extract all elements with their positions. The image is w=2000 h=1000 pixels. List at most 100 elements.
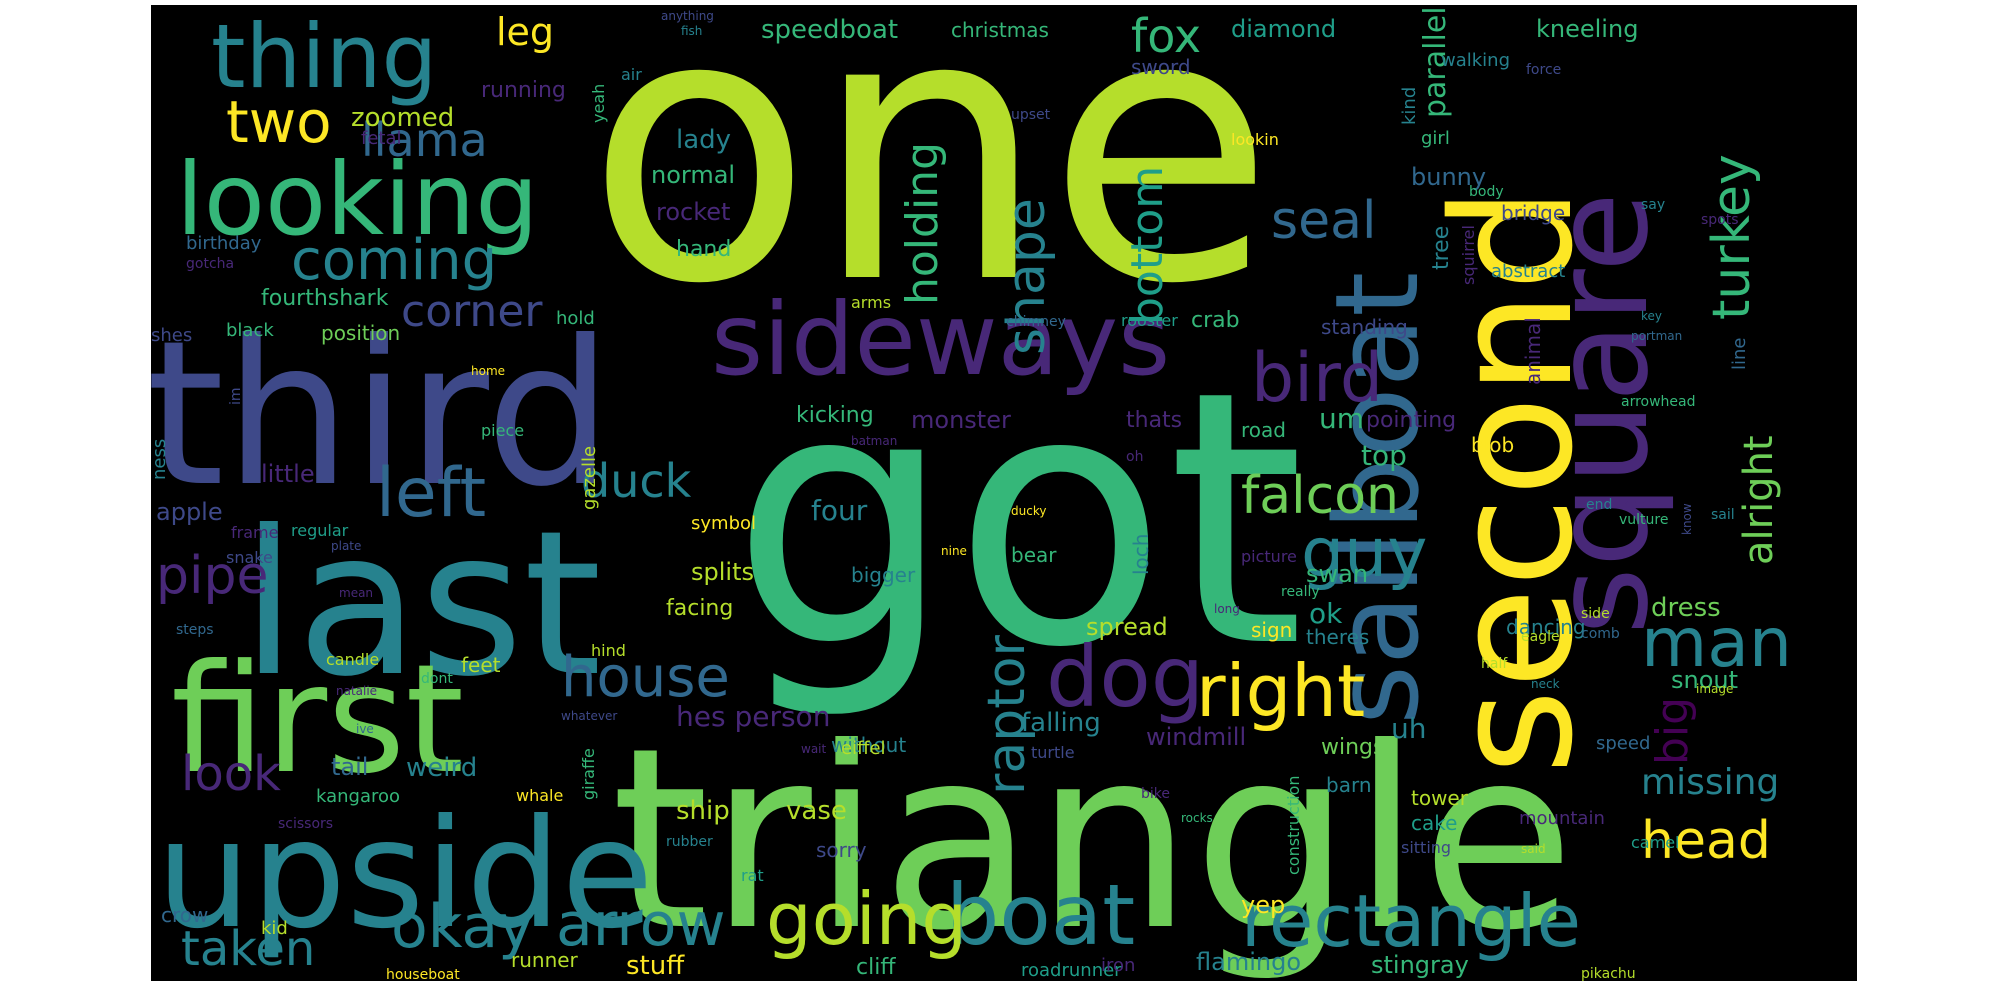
word-home: home [471,364,506,378]
word-road: road [1241,418,1286,442]
word-oh: oh [1126,449,1144,465]
word-big: big [1647,696,1698,765]
word-got: got [731,316,1305,724]
word-house: house [561,645,730,710]
word-houseboat: houseboat [386,967,460,981]
word-splits: splits [691,558,754,586]
word-man: man [1641,604,1793,683]
word-yep: yep [1241,891,1286,919]
word-crab: crab [1191,308,1240,333]
word-ducky: ducky [1011,504,1047,518]
word-arrow: arrow [556,890,726,960]
word-kid: kid [261,918,288,939]
word-runner: runner [511,948,578,972]
word-chimney: chimney [1006,314,1066,330]
word-kind: kind [1399,86,1420,125]
word-seal: seal [1271,191,1377,251]
word-leg: leg [496,10,555,54]
word-bigger: bigger [851,563,916,587]
word-cake: cake [1411,811,1458,835]
word-comb: comb [1581,626,1620,642]
word-rat: rat [741,866,764,885]
word-birthday: birthday [186,233,262,254]
word-shape: shape [997,198,1057,355]
word-vase: vase [786,796,847,826]
word-half: half [1481,656,1508,672]
word-top: top [1361,439,1407,472]
word-fourthshark: fourthshark [261,286,389,311]
word-animal: animal [1521,317,1545,385]
word-piece: piece [481,421,525,440]
word-coming: coming [291,228,498,293]
word-pikachu: pikachu [1581,966,1636,981]
word-yeah: yeah [589,83,608,123]
word-steps: steps [176,622,214,638]
word-uh: uh [1391,712,1427,745]
word-stuff: stuff [626,951,685,981]
word-sword: sword [1131,55,1191,79]
word-sitting: sitting [1401,838,1452,857]
word-bunny: bunny [1411,163,1487,191]
word-ok: ok [1309,597,1343,630]
word-theres: theres [1306,625,1370,649]
word-barn: barn [1326,773,1372,797]
word-rectangle: rectangle [1241,879,1581,963]
word-camel: camel [1631,833,1680,852]
word-christmas: christmas [951,18,1049,42]
word-plate: plate [331,539,362,553]
word-hind: hind [591,641,626,660]
word-image: image [1696,682,1734,696]
word-air: air [621,65,642,84]
word-rubber: rubber [666,834,713,850]
word-upside: upside [156,788,654,962]
word-feet: feet [461,653,501,677]
word-cliff: cliff [856,955,896,980]
word-hand: hand [676,237,732,262]
word-turtle: turtle [1031,743,1075,762]
word-roadrunner: roadrunner [1021,960,1122,981]
word-snout: snout [1671,666,1739,694]
word-holding: holding [897,141,948,305]
word-line: line [1729,337,1750,370]
word-body: body [1469,184,1504,200]
word-sail: sail [1711,507,1735,523]
word-zoomed: zoomed [351,103,455,133]
word-right: right [1196,649,1366,733]
word-tower: tower [1411,786,1468,810]
word-two: two [226,88,332,156]
word-speed: speed [1596,733,1651,754]
word-looking: looking [176,141,539,258]
word-bottom: bottom [1122,165,1173,325]
word-regular: regular [291,521,349,540]
word-mean: mean [339,586,374,600]
word-falcon: falcon [1241,466,1399,526]
word-missing: missing [1641,762,1780,803]
word-eagle: eagle [1521,629,1560,645]
word-little: little [261,460,315,488]
word-girl: girl [1421,128,1450,149]
word-vulture: vulture [1619,512,1669,528]
word-side: side [1581,606,1610,622]
word-anything: anything [661,9,714,23]
word-snake: snake [226,548,273,567]
word-pointing: pointing [1366,408,1457,433]
word-abstract: abstract [1491,261,1566,282]
word-third: third [151,298,613,531]
word-first: first [171,633,465,807]
word-llama: llama [361,113,488,167]
word-diamond: diamond [1231,15,1337,43]
word-flamingo: flamingo [1196,948,1301,976]
word-im: im [228,387,244,405]
word-okay: okay [391,892,534,962]
word-dress: dress [1651,593,1721,623]
word-key: key [1641,309,1663,323]
word-squirrel: squirrel [1459,225,1478,285]
word-bridge: bridge [1501,201,1566,225]
word-bike: bike [1141,786,1170,802]
word-tail: tail [331,753,369,781]
word-look: look [181,746,281,802]
word-arms: arms [851,293,892,312]
word-kangaroo: kangaroo [316,786,401,807]
word-triangle: triangle [611,694,1575,981]
word-stingray: stingray [1371,951,1469,979]
